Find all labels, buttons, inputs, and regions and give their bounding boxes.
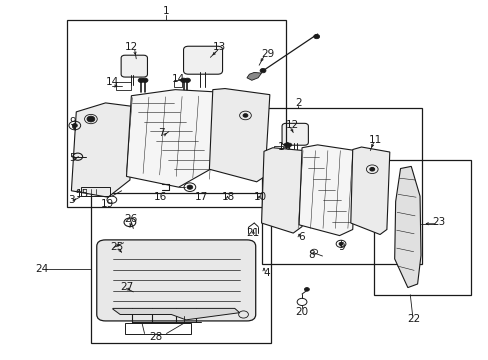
Circle shape — [186, 185, 192, 189]
Text: 22: 22 — [407, 314, 420, 324]
Bar — [116, 82, 131, 90]
Polygon shape — [126, 90, 220, 187]
Text: 9: 9 — [69, 117, 76, 127]
Circle shape — [313, 35, 319, 39]
Text: 2: 2 — [294, 98, 301, 108]
Text: 11: 11 — [368, 135, 381, 145]
Ellipse shape — [168, 134, 179, 140]
Text: 8: 8 — [308, 250, 314, 260]
FancyBboxPatch shape — [121, 55, 147, 77]
Bar — [91, 193, 271, 343]
Circle shape — [184, 78, 190, 82]
Circle shape — [87, 116, 95, 122]
Text: 6: 6 — [298, 232, 305, 242]
Polygon shape — [299, 145, 355, 235]
Circle shape — [284, 143, 288, 147]
Text: 4: 4 — [263, 267, 269, 278]
Bar — [273, 146, 282, 152]
Circle shape — [338, 242, 342, 245]
Text: 7: 7 — [158, 128, 164, 138]
Text: 27: 27 — [120, 282, 133, 292]
Text: 28: 28 — [149, 332, 162, 342]
Text: 5: 5 — [69, 153, 76, 163]
Text: 29: 29 — [261, 49, 274, 59]
Text: 13: 13 — [212, 42, 225, 51]
Bar — [373, 160, 470, 295]
Text: 17: 17 — [195, 192, 208, 202]
Circle shape — [286, 143, 291, 147]
Text: 26: 26 — [124, 214, 138, 224]
Text: 18: 18 — [222, 192, 235, 202]
Text: 23: 23 — [431, 217, 444, 227]
Text: 3: 3 — [68, 195, 75, 205]
Polygon shape — [350, 147, 389, 234]
Circle shape — [304, 288, 309, 291]
Text: 14: 14 — [106, 77, 119, 87]
Text: 1: 1 — [163, 6, 169, 17]
FancyBboxPatch shape — [282, 123, 308, 145]
Bar — [261, 108, 422, 264]
Text: 25: 25 — [110, 242, 123, 252]
Text: 12: 12 — [285, 121, 298, 130]
Text: 10: 10 — [253, 192, 266, 202]
Polygon shape — [209, 89, 269, 182]
Circle shape — [138, 78, 144, 82]
Text: 14: 14 — [277, 142, 290, 152]
FancyBboxPatch shape — [183, 46, 222, 74]
Text: 15: 15 — [76, 189, 89, 199]
Polygon shape — [113, 309, 239, 320]
Text: 14: 14 — [172, 74, 185, 84]
Bar — [66, 21, 285, 207]
Polygon shape — [261, 148, 304, 233]
Polygon shape — [71, 103, 133, 197]
Text: 12: 12 — [124, 42, 138, 51]
Circle shape — [369, 167, 374, 171]
Text: 19: 19 — [100, 199, 113, 210]
Circle shape — [180, 78, 186, 82]
Text: 20: 20 — [295, 307, 308, 317]
Polygon shape — [246, 72, 261, 80]
Bar — [81, 187, 110, 196]
Text: 9: 9 — [338, 242, 345, 252]
Bar — [173, 80, 182, 87]
Text: 24: 24 — [36, 264, 49, 274]
FancyBboxPatch shape — [97, 240, 255, 321]
Polygon shape — [394, 166, 420, 288]
Circle shape — [142, 78, 148, 82]
Circle shape — [260, 68, 265, 73]
Circle shape — [72, 124, 77, 127]
Text: 21: 21 — [246, 228, 259, 238]
Bar — [125, 323, 190, 334]
Circle shape — [243, 114, 247, 117]
Text: 16: 16 — [154, 192, 167, 202]
